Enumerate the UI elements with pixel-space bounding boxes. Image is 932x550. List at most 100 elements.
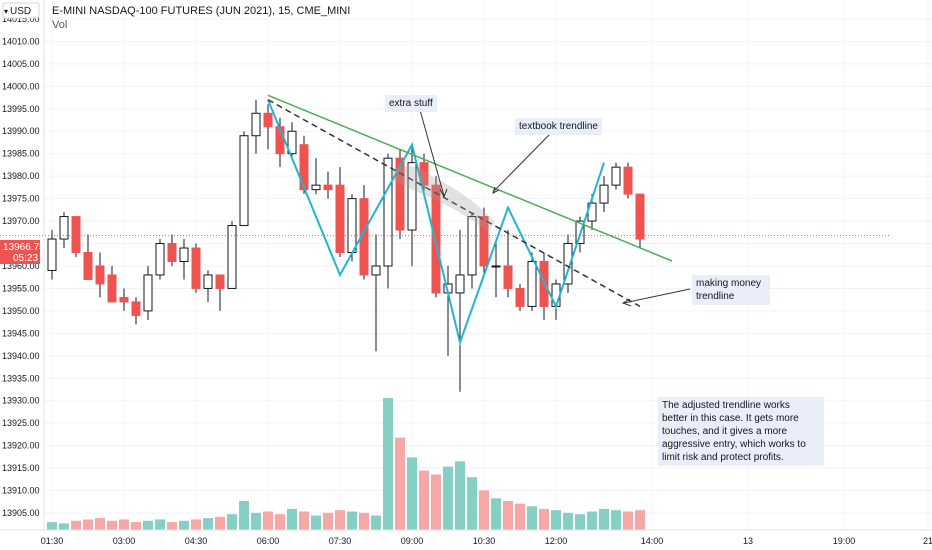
candle-body (611, 166, 621, 186)
volume-bar (191, 519, 201, 530)
candle-body (623, 166, 633, 195)
volume-bar (335, 510, 345, 530)
y-tick-label: 13990.00 (2, 126, 40, 136)
note-explanation-line-5: limit risk and protect profits. (662, 452, 784, 463)
candle-body (59, 216, 69, 240)
volume-bar (263, 511, 273, 530)
money-trendline (267, 99, 641, 308)
candle-body (83, 252, 93, 280)
note-explanation-line-3: touches, and it gives a more (662, 426, 788, 437)
volume-bar (299, 511, 309, 530)
time-axis[interactable]: 01:30 03:00 04:30 06:00 07:30 09:00 10:30 12:00… (0, 529, 932, 546)
currency-badge-bg (2, 2, 40, 19)
y-tick-label: 13910.00 (2, 486, 40, 496)
x-tick-label: 04:30 (185, 536, 208, 546)
x-tick-label: 19:00 (833, 536, 856, 546)
note-explanation-line-4: aggressive entry, which works to (662, 439, 806, 450)
volume-bar (131, 522, 141, 530)
volume-bar (503, 500, 513, 530)
y-tick-label: 13935.00 (2, 373, 40, 383)
candle-body (239, 135, 249, 227)
volume-bar (83, 519, 93, 530)
volume-bar (419, 470, 429, 530)
candle-body (143, 274, 153, 312)
candle-body (491, 265, 501, 268)
volume-bar (251, 512, 261, 530)
note-extra-text: extra stuff (389, 98, 433, 109)
volume-bar (371, 515, 381, 530)
y-tick-label: 13915.00 (2, 463, 40, 473)
candle-body (563, 243, 573, 285)
candle-body (203, 274, 213, 289)
candle-body (599, 184, 609, 204)
volume-bar (635, 510, 645, 530)
candle-body (287, 130, 297, 155)
note-money: making money trendline (692, 275, 770, 305)
volume-bar (467, 477, 477, 530)
volume-bar (239, 500, 249, 530)
last-price-label-bg (0, 240, 40, 264)
volume-bar (275, 514, 285, 530)
annotation-arrows (419, 109, 691, 307)
volume-bar (599, 508, 609, 530)
volume-bar (287, 508, 297, 530)
candle-body (107, 274, 117, 303)
note-textbook-text: textbook trendline (519, 121, 598, 132)
y-tick-label: 13930.00 (2, 396, 40, 406)
volume-bar (155, 519, 165, 530)
candle-body (95, 265, 105, 285)
x-tick-label: 10:30 (473, 536, 496, 546)
volume-bar (179, 520, 189, 530)
y-tick-label: 14015.00 (2, 14, 40, 24)
volume-bar (587, 511, 597, 530)
candle-body (119, 296, 129, 303)
volume-bar (71, 520, 81, 530)
volume-bar (395, 437, 405, 530)
volume-bar (491, 498, 501, 530)
volume-bar (215, 516, 225, 530)
textbook-trendline (267, 94, 673, 262)
y-tick-label: 13995.00 (2, 104, 40, 114)
candle-body (515, 287, 525, 307)
note-money-line-2: trendline (696, 291, 735, 302)
volume-bar (347, 511, 357, 530)
volume-bars (47, 398, 645, 530)
candle-body (431, 184, 441, 294)
zigzag-line (267, 99, 605, 346)
volume-bar (455, 461, 465, 530)
y-tick-label: 13905.00 (2, 508, 40, 518)
y-tick-label: 13985.00 (2, 149, 40, 159)
volume-bar (515, 503, 525, 530)
candle-body (131, 301, 141, 316)
currency-badge[interactable]: USD (10, 6, 31, 17)
chevron-down-icon[interactable]: ▾ (4, 7, 8, 16)
candle-body (635, 193, 645, 240)
price-axis[interactable]: 13905.00 13910.00 13915.00 13920.00 13925.00… (2, 0, 45, 530)
x-tick-label: 12:00 (545, 536, 568, 546)
volume-bar (59, 523, 69, 530)
x-tick-label: 03:00 (113, 536, 136, 546)
y-tick-label: 13975.00 (2, 194, 40, 204)
volume-bar (311, 515, 321, 530)
candle-body (527, 260, 537, 307)
candle-body (215, 274, 225, 289)
candle-body (335, 184, 345, 254)
candle-body (71, 216, 81, 254)
volume-bar (203, 518, 213, 530)
volume-bar (611, 510, 621, 530)
volume-bar (431, 474, 441, 530)
y-tick-label: 13960.00 (2, 261, 40, 271)
candle-body (383, 157, 393, 267)
x-tick-label: 01:30 (41, 536, 64, 546)
y-tick-label: 14010.00 (2, 36, 40, 46)
volume-bar (443, 466, 453, 530)
volume-bar (143, 520, 153, 530)
candle-body (191, 247, 201, 289)
x-tick-label: 06:00 (257, 536, 280, 546)
y-tick-label: 13980.00 (2, 171, 40, 181)
y-tick-label: 13925.00 (2, 418, 40, 428)
candle-body (47, 238, 57, 271)
volume-bar (563, 512, 573, 530)
candle-body (455, 274, 465, 294)
